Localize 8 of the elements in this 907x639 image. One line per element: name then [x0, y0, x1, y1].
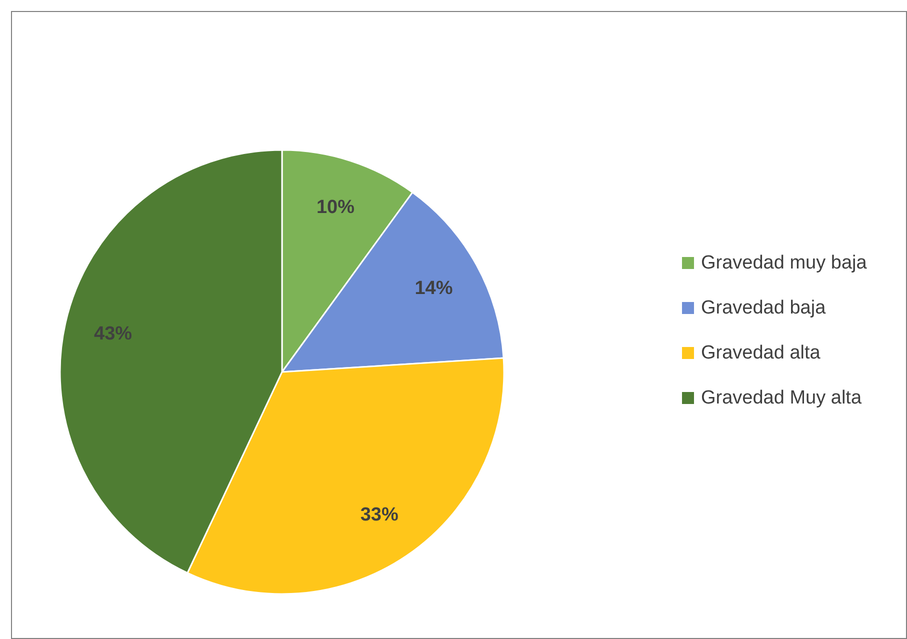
legend-label: Gravedad muy baja: [701, 252, 868, 274]
legend-label: Gravedad baja: [701, 298, 826, 318]
data-label: 43%: [94, 324, 132, 345]
legend-label: Gravedad alta: [701, 342, 821, 364]
legend-label: Gravedad Muy alta: [701, 388, 862, 408]
data-label: 14%: [414, 278, 453, 300]
data-label: 33%: [360, 504, 398, 526]
data-label: 10%: [316, 196, 355, 218]
